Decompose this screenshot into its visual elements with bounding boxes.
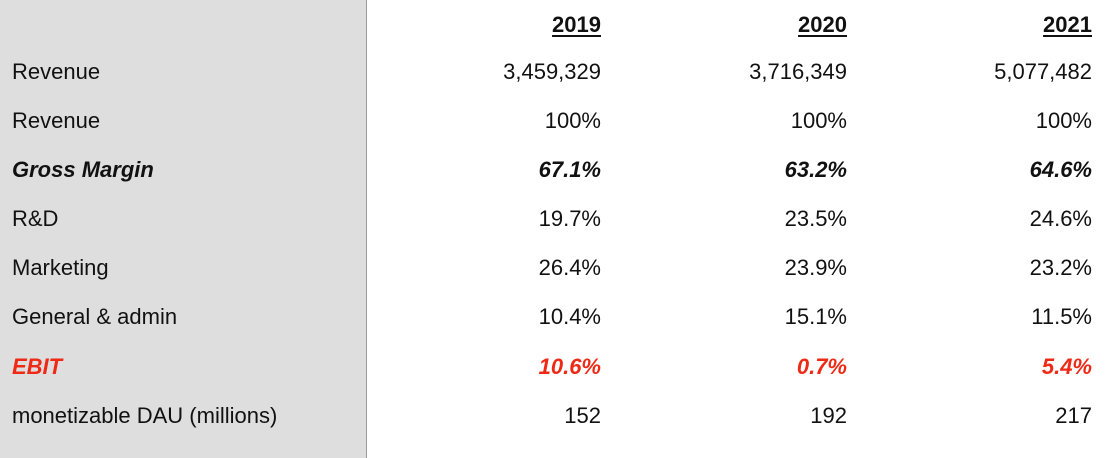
cell-2021: 64.6% <box>1029 157 1092 182</box>
row-label: Marketing <box>12 255 109 280</box>
row-label: General & admin <box>12 304 178 329</box>
cell-2019: 10.4% <box>538 304 601 329</box>
cell-2021: 100% <box>1035 108 1092 133</box>
cell-2021: 217 <box>1055 403 1092 428</box>
header-row: 2019 2020 2021 <box>0 0 1112 49</box>
cell-2021: 5,077,482 <box>994 59 1092 84</box>
label-column-background <box>0 0 367 458</box>
cell-2021: 24.6% <box>1029 206 1092 231</box>
row-general-admin: General & admin 10.4% 15.1% 11.5% <box>0 292 1112 341</box>
cell-2020: 23.9% <box>784 255 847 280</box>
cell-2020: 3,716,349 <box>749 59 847 84</box>
row-label: monetizable DAU (millions) <box>12 403 278 428</box>
row-revenue-percent: Revenue 100% 100% 100% <box>0 96 1112 145</box>
row-label: R&D <box>12 206 59 231</box>
cell-2019: 67.1% <box>538 157 601 182</box>
row-label: Revenue <box>12 108 101 133</box>
cell-2019: 3,459,329 <box>503 59 601 84</box>
cell-2019: 152 <box>564 403 601 428</box>
row-rnd: R&D 19.7% 23.5% 24.6% <box>0 194 1112 243</box>
cell-2021: 11.5% <box>1031 304 1092 329</box>
row-monetizable-dau: monetizable DAU (millions) 152 192 217 <box>0 391 1112 440</box>
cell-2021: 5.4% <box>1041 354 1092 379</box>
row-label: Gross Margin <box>12 157 154 182</box>
cell-2020: 23.5% <box>784 206 847 231</box>
year-header-2021: 2021 <box>1043 12 1092 37</box>
cell-2021: 23.2% <box>1029 255 1092 280</box>
row-label: EBIT <box>12 354 63 379</box>
cell-2020: 100% <box>790 108 847 133</box>
row-ebit: EBIT 10.6% 0.7% 5.4% <box>0 342 1112 391</box>
cell-2020: 0.7% <box>796 354 847 379</box>
year-header-2020: 2020 <box>798 12 847 37</box>
row-gross-margin: Gross Margin 67.1% 63.2% 64.6% <box>0 145 1112 194</box>
cell-2019: 100% <box>544 108 601 133</box>
cell-2020: 15.1% <box>784 304 847 329</box>
cell-2019: 19.7% <box>538 206 601 231</box>
year-header-2019: 2019 <box>552 12 601 37</box>
cell-2020: 192 <box>810 403 847 428</box>
row-label: Revenue <box>12 59 101 84</box>
cell-2019: 26.4% <box>538 255 601 280</box>
cell-2020: 63.2% <box>784 157 847 182</box>
cell-2019: 10.6% <box>538 354 601 379</box>
row-marketing: Marketing 26.4% 23.9% 23.2% <box>0 243 1112 292</box>
row-revenue: Revenue 3,459,329 3,716,349 5,077,482 <box>0 47 1112 96</box>
